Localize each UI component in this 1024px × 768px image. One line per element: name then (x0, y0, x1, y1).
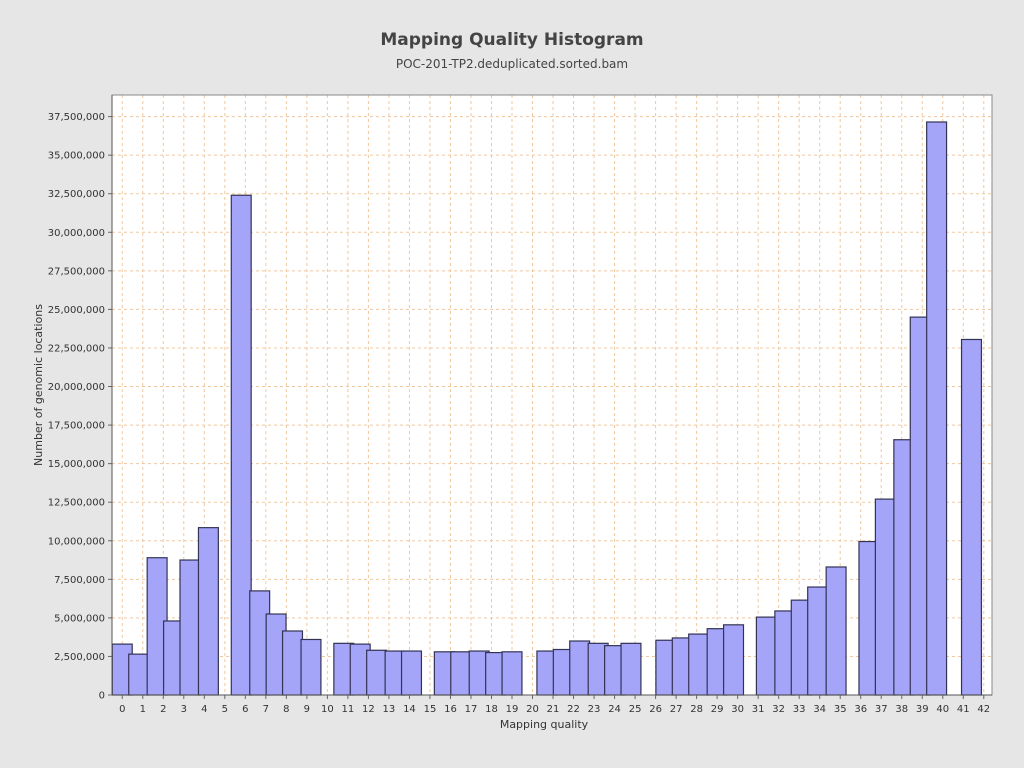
histogram-bar (960, 338, 983, 696)
x-tick-label: 35 (834, 704, 847, 715)
x-tick-label: 22 (567, 704, 580, 715)
y-tick-label: 12,500,000 (48, 498, 105, 509)
x-tick-label: 8 (283, 704, 289, 715)
histogram-bar (688, 633, 710, 696)
x-tick-label: 33 (793, 704, 806, 715)
x-tick-label: 3 (181, 704, 187, 715)
x-tick-label: 34 (813, 704, 826, 715)
x-tick-label: 10 (321, 704, 334, 715)
x-tick-label: 29 (711, 704, 724, 715)
histogram-bar (400, 650, 423, 696)
bar-series (111, 121, 983, 696)
y-tick-label: 20,000,000 (48, 382, 105, 393)
y-tick-label: 22,500,000 (48, 343, 105, 354)
x-tick-label: 11 (342, 704, 355, 715)
x-tick-label: 40 (936, 704, 949, 715)
x-tick-label: 6 (242, 704, 248, 715)
histogram-bar (179, 559, 201, 696)
x-tick-label: 41 (957, 704, 970, 715)
y-tick-label: 25,000,000 (48, 305, 105, 316)
y-axis-label: Number of genomic locations (32, 304, 45, 466)
chart-subtitle: POC-201-TP2.deduplicated.sorted.bam (395, 57, 629, 71)
histogram-bar (230, 194, 252, 696)
x-tick-label: 23 (588, 704, 601, 715)
histogram-bar (755, 616, 777, 696)
y-tick-label: 5,000,000 (54, 613, 105, 624)
x-tick-label: 1 (140, 704, 146, 715)
x-tick-label: 15 (424, 704, 437, 715)
x-tick-label: 14 (403, 704, 416, 715)
histogram-bar (197, 527, 219, 696)
histogram-bar (620, 642, 642, 696)
x-tick-label: 32 (772, 704, 785, 715)
y-tick-label: 15,000,000 (48, 459, 105, 470)
x-tick-label: 12 (362, 704, 375, 715)
x-tick-label: 30 (731, 704, 744, 715)
x-tick-label: 17 (465, 704, 478, 715)
x-tick-label: 13 (383, 704, 396, 715)
y-tick-label: 27,500,000 (48, 266, 105, 277)
histogram-bar (450, 651, 472, 696)
x-tick-label: 25 (629, 704, 642, 715)
y-tick-label: 0 (99, 691, 105, 702)
x-axis-label: Mapping quality (500, 718, 589, 731)
x-tick-label: 24 (608, 704, 621, 715)
x-tick-label: 38 (895, 704, 908, 715)
y-tick-label: 35,000,000 (48, 151, 105, 162)
x-tick-label: 19 (506, 704, 519, 715)
histogram-bar (128, 653, 150, 696)
x-tick-label: 0 (119, 704, 125, 715)
histogram-bar (366, 649, 388, 696)
axes: 02,500,0005,000,0007,500,00010,000,00012… (48, 94, 993, 715)
y-tick-label: 32,500,000 (48, 189, 105, 200)
x-tick-label: 16 (444, 704, 457, 715)
x-tick-label: 36 (854, 704, 867, 715)
x-tick-label: 18 (485, 704, 498, 715)
histogram-bar (501, 651, 523, 696)
x-tick-label: 9 (304, 704, 310, 715)
x-tick-label: 2 (160, 704, 166, 715)
x-tick-label: 27 (670, 704, 683, 715)
x-tick-label: 20 (526, 704, 539, 715)
histogram-bar (281, 630, 304, 696)
y-tick-label: 7,500,000 (54, 575, 105, 586)
histogram-bar (926, 121, 948, 696)
y-tick-label: 37,500,000 (48, 112, 105, 123)
y-tick-label: 2,500,000 (54, 652, 105, 663)
histogram-bar (300, 638, 322, 696)
x-tick-label: 5 (222, 704, 228, 715)
histogram-bar (722, 624, 745, 696)
y-tick-label: 17,500,000 (48, 421, 105, 432)
histogram-bar (825, 566, 847, 696)
x-tick-label: 31 (752, 704, 765, 715)
x-tick-label: 7 (263, 704, 269, 715)
x-tick-label: 26 (649, 704, 662, 715)
x-tick-label: 39 (916, 704, 929, 715)
histogram-bar (569, 640, 591, 696)
chart-title: Mapping Quality Histogram (380, 30, 644, 50)
histogram-bar (807, 586, 829, 696)
x-tick-label: 42 (977, 704, 990, 715)
x-tick-label: 21 (547, 704, 560, 715)
y-tick-label: 30,000,000 (48, 228, 105, 239)
x-tick-label: 4 (201, 704, 207, 715)
x-tick-label: 37 (875, 704, 888, 715)
histogram-bar (874, 498, 896, 696)
y-tick-label: 10,000,000 (48, 536, 105, 547)
x-tick-label: 28 (690, 704, 703, 715)
